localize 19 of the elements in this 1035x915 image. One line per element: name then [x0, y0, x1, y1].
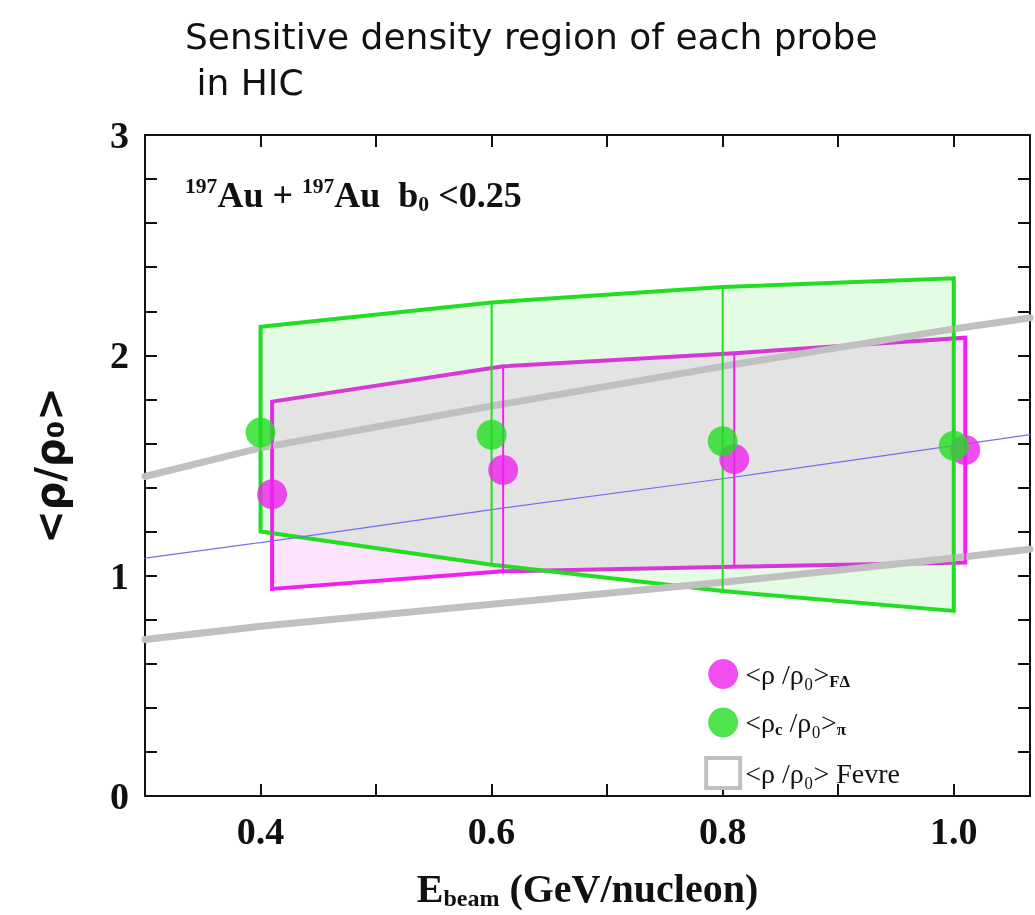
y-tick-label: 0 [110, 775, 129, 817]
x-tick-label: 0.4 [236, 810, 285, 852]
x-axis-title: Ebeam (GeV/nucleon) [416, 865, 759, 911]
x-tick-label: 0.8 [698, 810, 747, 852]
chart-title: Sensitive density region of each probe in HIC [185, 15, 878, 103]
line-series [144, 434, 1031, 559]
y-tick-label: 3 [110, 114, 129, 156]
y-axis-title: <ρ/ρ₀> [27, 387, 73, 544]
point [707, 426, 738, 457]
y-tick-label: 2 [110, 334, 129, 377]
point [938, 430, 969, 461]
x-tick-label: 1.0 [930, 810, 978, 852]
point [257, 479, 288, 510]
point [488, 454, 519, 485]
legend-label: <ρ /ρ₀> Fevre [745, 757, 901, 789]
point [245, 417, 276, 448]
x-tick-label: 0.6 [467, 810, 516, 852]
point [476, 419, 507, 450]
y-tick-label: 1 [110, 554, 129, 597]
